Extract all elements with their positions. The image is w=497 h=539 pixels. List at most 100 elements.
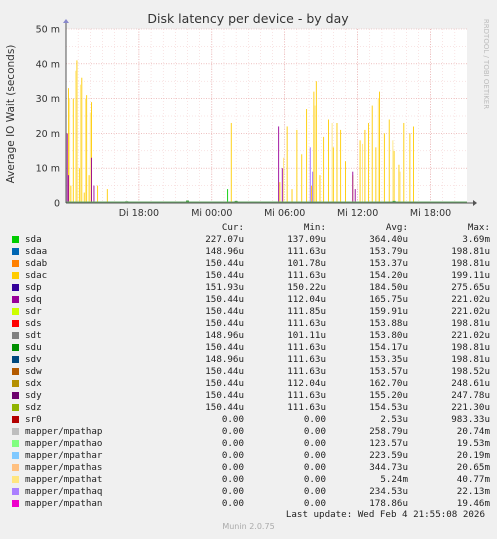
- legend-min-value: 111.63u: [287, 342, 326, 353]
- legend-max-value: 221.02u: [451, 306, 490, 317]
- legend-swatch: [12, 368, 19, 375]
- legend-max-value: 3.69m: [462, 234, 490, 245]
- legend-max-value: 19.46m: [456, 498, 490, 509]
- y-tick-label: 40 m: [36, 59, 60, 70]
- y-tick-label: 30 m: [36, 94, 60, 105]
- legend-header-avg: Avg:: [385, 222, 408, 233]
- legend-max-value: 198.81u: [451, 354, 490, 365]
- legend-min-value: 111.85u: [287, 306, 326, 317]
- legend-max-value: 198.81u: [451, 318, 490, 329]
- legend-avg-value: 5.24m: [380, 474, 408, 485]
- legend-cur-value: 0.00: [221, 450, 244, 461]
- legend-entry: mapper/mpathan: [12, 498, 162, 510]
- legend-min-value: 111.63u: [287, 270, 326, 281]
- legend-header-max: Max:: [467, 222, 490, 233]
- legend-series-name: sdx: [25, 378, 42, 389]
- legend-min-value: 101.78u: [287, 258, 326, 269]
- legend-max-value: 198.81u: [451, 246, 490, 257]
- legend-series-name: sr0: [25, 414, 42, 425]
- legend-avg-value: 154.17u: [369, 342, 408, 353]
- legend-avg-value: 258.79u: [369, 426, 408, 437]
- munin-version: Munin 2.0.75: [222, 522, 275, 531]
- legend-cur-value: 150.44u: [205, 294, 244, 305]
- plot-area: 0 10 m 20 m 30 m 40 m 50 m Di 18:00 Mi 00:00 Mi …: [36, 19, 477, 219]
- legend-entry: mapper/mpathao: [12, 438, 162, 450]
- legend-cur-value: 150.44u: [205, 318, 244, 329]
- legend-series-name: mapper/mpathan: [25, 498, 103, 509]
- legend-swatch: [12, 248, 19, 255]
- legend-series-name: sdw: [25, 366, 42, 377]
- legend-entry: sdz: [12, 402, 162, 414]
- legend-max-value: 248.61u: [451, 378, 490, 389]
- legend-avg-value: 364.40u: [369, 234, 408, 245]
- legend-series-name: sdab: [25, 258, 48, 269]
- legend-series-name: mapper/mpathap: [25, 426, 103, 437]
- legend-swatch: [12, 500, 19, 507]
- legend-cur-value: 148.96u: [205, 246, 244, 257]
- legend-cur-value: 0.00: [221, 486, 244, 497]
- legend-max-value: 198.81u: [451, 258, 490, 269]
- chart-area: Disk latency per device - by day Average…: [5, 11, 490, 219]
- legend-cur-value: 150.44u: [205, 402, 244, 413]
- legend-swatch: [12, 356, 19, 363]
- legend-cur-value: 0.00: [221, 438, 244, 449]
- legend-row: sdt 148.96u 101.11u 153.80u 221.02u: [12, 330, 490, 342]
- legend-entry: sdw: [12, 366, 162, 378]
- legend-avg-value: 154.53u: [369, 402, 408, 413]
- legend-cur-value: 0.00: [221, 474, 244, 485]
- legend-row: sdv 148.96u 111.63u 153.35u 198.81u: [12, 354, 490, 366]
- legend-row: mapper/mpathat 0.00 0.00 5.24m 40.77m: [12, 474, 490, 486]
- legend-entry: sdx: [12, 378, 162, 390]
- legend-row: sdu 150.44u 111.63u 154.17u 198.81u: [12, 342, 490, 354]
- legend-series-name: sdy: [25, 390, 42, 401]
- legend-min-value: 111.63u: [287, 366, 326, 377]
- legend-max-value: 19.53m: [456, 438, 490, 449]
- legend-series-name: sdp: [25, 282, 42, 293]
- legend-series-name: sdv: [25, 354, 42, 365]
- x-tick-label: Di 18:00: [119, 208, 159, 219]
- legend-min-value: 0.00: [303, 474, 326, 485]
- legend-min-value: 0.00: [303, 438, 326, 449]
- legend-max-value: 221.02u: [451, 294, 490, 305]
- legend-entry: sdac: [12, 270, 162, 282]
- legend-avg-value: 234.53u: [369, 486, 408, 497]
- legend-cur-value: 227.07u: [205, 234, 244, 245]
- legend-entry: sdt: [12, 330, 162, 342]
- legend-swatch: [12, 236, 19, 243]
- legend-max-value: 22.13m: [456, 486, 490, 497]
- legend-cur-value: 0.00: [221, 426, 244, 437]
- legend-max-value: 247.78u: [451, 390, 490, 401]
- legend-min-value: 0.00: [303, 426, 326, 437]
- legend-cur-value: 150.44u: [205, 270, 244, 281]
- legend-swatch: [12, 416, 19, 423]
- legend-swatch: [12, 488, 19, 495]
- legend-entry: sdp: [12, 282, 162, 294]
- y-tick-label: 20 m: [36, 129, 60, 140]
- legend-row: sdr 150.44u 111.85u 159.91u 221.02u: [12, 306, 490, 318]
- legend-cur-value: 148.96u: [205, 354, 244, 365]
- legend-swatch: [12, 332, 19, 339]
- legend-swatch: [12, 428, 19, 435]
- legend-entry: sda: [12, 234, 162, 246]
- legend-body: sda 227.07u 137.09u 364.40u 3.69m sdaa 148.96u…: [12, 234, 490, 510]
- y-tick-label: 0: [54, 199, 60, 210]
- legend-cur-value: 0.00: [221, 414, 244, 425]
- legend-entry: sdy: [12, 390, 162, 402]
- legend-max-value: 20.65m: [456, 462, 490, 473]
- legend-avg-value: 155.20u: [369, 390, 408, 401]
- legend-max-value: 199.11u: [451, 270, 490, 281]
- legend-header-cur: Cur:: [221, 222, 244, 233]
- legend-avg-value: 153.88u: [369, 318, 408, 329]
- x-tick-label: Mi 06:00: [264, 208, 305, 219]
- legend-min-value: 111.63u: [287, 318, 326, 329]
- legend-avg-value: 123.57u: [369, 438, 408, 449]
- legend-max-value: 275.65u: [451, 282, 490, 293]
- legend-swatch: [12, 392, 19, 399]
- legend-min-value: 101.11u: [287, 330, 326, 341]
- legend-avg-value: 223.59u: [369, 450, 408, 461]
- x-tick-label: Mi 18:00: [410, 208, 451, 219]
- legend-min-value: 0.00: [303, 462, 326, 473]
- legend-entry: sds: [12, 318, 162, 330]
- legend-row: mapper/mpathan 0.00 0.00 178.86u 19.46m: [12, 498, 490, 510]
- legend-row: mapper/mpathap 0.00 0.00 258.79u 20.74m: [12, 426, 490, 438]
